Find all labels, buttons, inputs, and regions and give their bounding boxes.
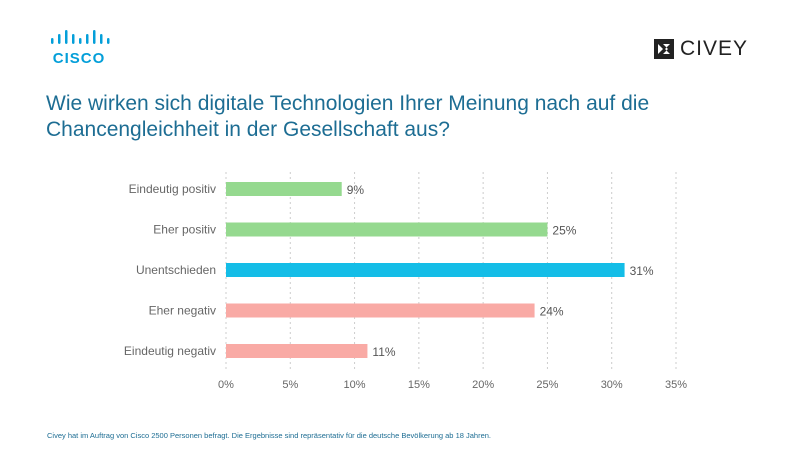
chart-title: Wie wirken sich digitale Technologien Ih…: [46, 92, 650, 141]
value-label: 31%: [630, 264, 654, 278]
x-tick-label: 35%: [665, 379, 687, 391]
value-label: 25%: [552, 224, 576, 238]
bar: [226, 263, 625, 277]
category-label: Eindeutig positiv: [129, 182, 216, 196]
category-label: Unentschieden: [136, 263, 216, 277]
footnote: Civey hat im Auftrag von Cisco 2500 Pers…: [47, 431, 492, 440]
cisco-bars-icon: [51, 30, 110, 44]
category-label: Eher negativ: [149, 304, 216, 318]
value-label: 11%: [372, 345, 395, 359]
x-tick-label: 15%: [408, 379, 430, 391]
bar: [226, 182, 342, 196]
category-label: Eher positiv: [153, 223, 216, 237]
x-tick-label: 20%: [472, 379, 494, 391]
x-tick-label: 10%: [344, 379, 366, 391]
civey-logo: CIVEY: [652, 35, 748, 63]
bar: [226, 222, 548, 237]
bar: [226, 344, 368, 358]
value-label: 24%: [540, 305, 564, 319]
x-tick-label: 30%: [601, 379, 623, 391]
x-tick-label: 25%: [536, 379, 558, 391]
civey-mark-icon: [654, 39, 674, 59]
x-tick-label: 5%: [282, 379, 298, 391]
category-label: Eindeutig negativ: [124, 344, 216, 358]
cisco-logo: CISCO: [48, 28, 118, 68]
civey-logo-text: CIVEY: [680, 37, 749, 60]
x-tick-label: 0%: [218, 379, 234, 391]
bar: [226, 303, 535, 318]
value-label: 9%: [347, 183, 365, 197]
cisco-logo-text: CISCO: [52, 50, 106, 67]
